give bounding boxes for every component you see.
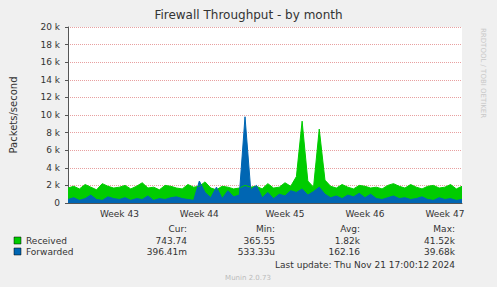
svg-text:Last update: Thu Nov 21 17:00:: Last update: Thu Nov 21 17:00:12 2024 — [275, 260, 455, 270]
svg-text:Munin 2.0.73: Munin 2.0.73 — [225, 274, 271, 282]
svg-text:Week 43: Week 43 — [100, 209, 139, 219]
svg-text:Week 47: Week 47 — [425, 209, 464, 219]
svg-text:14 k: 14 k — [40, 75, 60, 85]
svg-text:10 k: 10 k — [40, 110, 60, 120]
svg-text:Avg:: Avg: — [340, 224, 360, 234]
svg-text:Week 44: Week 44 — [180, 209, 219, 219]
svg-text:18 k: 18 k — [40, 40, 60, 50]
svg-text:396.41m: 396.41m — [147, 247, 187, 257]
svg-text:Week 45: Week 45 — [265, 209, 304, 219]
svg-text:RRDTOOL / TOBI OETIKER: RRDTOOL / TOBI OETIKER — [479, 28, 487, 118]
svg-text:4 k: 4 k — [46, 163, 61, 173]
svg-text:Forwarded: Forwarded — [26, 247, 73, 257]
svg-text:365.55: 365.55 — [244, 236, 276, 246]
svg-text:Cur:: Cur: — [168, 224, 187, 234]
svg-text:16 k: 16 k — [40, 57, 60, 67]
svg-text:Received: Received — [26, 236, 67, 246]
svg-text:1.82k: 1.82k — [335, 236, 361, 246]
svg-text:Firewall Throughput - by month: Firewall Throughput - by month — [154, 8, 342, 22]
svg-text:533.33u: 533.33u — [238, 247, 275, 257]
svg-text:6 k: 6 k — [46, 145, 61, 155]
svg-text:8 k: 8 k — [46, 128, 61, 138]
svg-text:743.74: 743.74 — [156, 236, 188, 246]
svg-text:Min:: Min: — [256, 224, 275, 234]
svg-text:0: 0 — [54, 198, 60, 208]
svg-text:Max:: Max: — [433, 224, 455, 234]
svg-text:Week 46: Week 46 — [345, 209, 384, 219]
svg-text:41.52k: 41.52k — [424, 236, 456, 246]
svg-text:12 k: 12 k — [40, 92, 60, 102]
svg-text:20 k: 20 k — [40, 22, 60, 32]
svg-text:2 k: 2 k — [46, 180, 61, 190]
svg-text:39.68k: 39.68k — [424, 247, 456, 257]
svg-text:162.16: 162.16 — [329, 247, 361, 257]
svg-text:Packets/second: Packets/second — [8, 77, 19, 154]
